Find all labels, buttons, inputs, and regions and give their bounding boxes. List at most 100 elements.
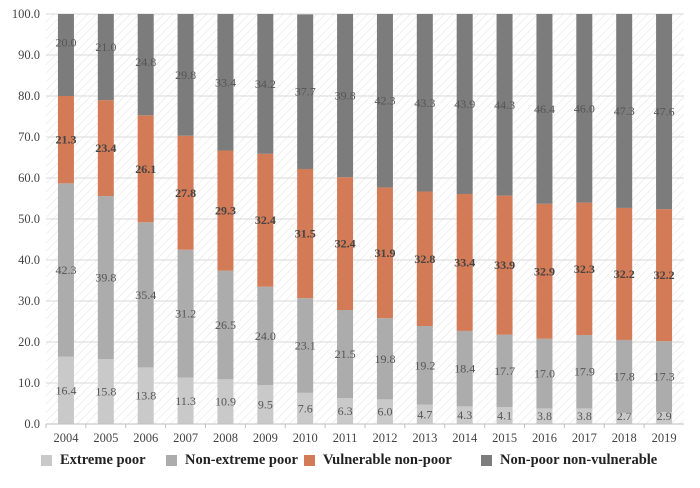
bar-segment	[297, 14, 314, 169]
data-label: 16.4	[55, 383, 76, 397]
data-label: 4.7	[417, 407, 432, 421]
legend-item: Non-extreme poor	[166, 452, 298, 469]
data-label: 37.7	[295, 85, 316, 99]
data-label: 43.9	[454, 97, 475, 111]
bar-segment	[137, 14, 154, 116]
data-label: 4.1	[497, 409, 512, 423]
bar-segment	[257, 14, 274, 154]
data-label: 20.0	[55, 36, 76, 50]
x-axis: 2004 2005 2006 2007 2008 2009 2010 2011 2012 2013…	[45, 424, 677, 445]
data-label: 3.8	[577, 409, 592, 423]
bar-segment	[576, 408, 593, 424]
bar-segment	[376, 318, 393, 400]
data-label: 32.8	[414, 252, 435, 266]
bar-segment	[137, 115, 154, 223]
y-tick-label: 0.0	[24, 417, 40, 431]
legend-swatch	[481, 455, 492, 466]
data-label: 42.3	[374, 94, 395, 108]
data-label: 47.6	[654, 105, 675, 119]
bar-segment	[536, 408, 553, 424]
bar-segment	[616, 339, 633, 413]
x-tick-label: 2016	[532, 431, 557, 445]
data-label: 17.9	[574, 365, 595, 379]
bar-segment	[456, 406, 473, 424]
data-label: 21.3	[55, 133, 76, 147]
x-tick-label: 2008	[213, 431, 238, 445]
bar-segment	[217, 270, 234, 380]
bar-segment	[376, 187, 393, 319]
y-tick-label: 70.0	[18, 130, 40, 144]
bar-segment	[576, 202, 593, 336]
legend-label: Vulnerable non-poor	[323, 452, 452, 468]
bar-segment	[57, 96, 74, 184]
data-label: 39.8	[335, 89, 356, 103]
bar-segment	[416, 326, 433, 405]
data-label: 26.1	[135, 162, 156, 176]
data-label: 18.4	[454, 362, 475, 376]
data-label: 31.9	[374, 246, 395, 260]
x-tick-label: 2005	[93, 431, 118, 445]
bar-segment	[416, 191, 433, 327]
data-label: 31.2	[175, 307, 196, 321]
data-label: 43.3	[414, 96, 435, 110]
x-tick-label: 2018	[612, 431, 637, 445]
y-tick-label: 80.0	[18, 89, 40, 103]
bar-segment	[496, 334, 513, 408]
bar-segment	[656, 412, 673, 424]
data-label: 33.9	[494, 258, 515, 272]
bar-segment	[137, 367, 154, 424]
bar-segment	[177, 135, 194, 250]
legend-label: Non-poor non-vulnerable	[500, 452, 658, 468]
bar-segment	[177, 14, 194, 136]
x-tick-label: 2006	[133, 431, 158, 445]
data-label: 35.4	[135, 288, 156, 302]
bar-segment	[97, 359, 114, 424]
data-label: 42.3	[55, 263, 76, 277]
data-label: 17.3	[654, 370, 675, 384]
x-tick-label: 2010	[293, 431, 318, 445]
x-tick-label: 2015	[492, 431, 517, 445]
bar-segment	[496, 14, 513, 196]
bar-segment	[536, 203, 553, 339]
bar-segment	[257, 153, 274, 287]
bar-segment	[616, 207, 633, 340]
bar-segment	[456, 14, 473, 194]
data-label: 27.8	[175, 186, 196, 200]
bar-segment	[496, 407, 513, 424]
data-label: 29.8	[175, 68, 196, 82]
data-label: 15.8	[95, 385, 116, 399]
legend-item: Non-poor non-vulnerable	[481, 452, 657, 469]
data-label: 33.4	[454, 255, 475, 269]
bar-segment	[217, 14, 234, 151]
data-label: 31.5	[295, 227, 316, 241]
data-label: 26.5	[215, 318, 236, 332]
data-label: 44.3	[494, 98, 515, 112]
data-label: 32.2	[614, 267, 635, 281]
x-tick-label: 2012	[372, 431, 397, 445]
bar-segment	[536, 338, 553, 409]
bar-segment	[456, 193, 473, 331]
bar-segment	[57, 356, 74, 424]
data-label: 19.2	[414, 358, 435, 372]
bar-segment	[297, 392, 314, 424]
data-label: 19.8	[374, 352, 395, 366]
data-label: 24.8	[135, 55, 156, 69]
y-tick-label: 40.0	[18, 253, 40, 267]
legend-swatch	[304, 455, 315, 466]
bar-segment	[257, 286, 274, 386]
data-label: 23.1	[295, 338, 316, 352]
data-label: 24.0	[255, 329, 276, 343]
y-tick-label: 10.0	[18, 376, 40, 390]
data-label: 29.3	[215, 204, 236, 218]
data-label: 39.8	[95, 271, 116, 285]
data-label: 21.0	[95, 40, 116, 54]
bar-segment	[376, 399, 393, 424]
bar-segment	[337, 310, 354, 399]
bar-segment	[416, 14, 433, 192]
y-tick-label: 50.0	[18, 212, 40, 226]
x-tick-label: 2007	[173, 431, 198, 445]
bar-segment	[416, 404, 433, 424]
x-tick-label: 2019	[652, 431, 677, 445]
bar-segment	[337, 177, 354, 311]
data-label: 13.8	[135, 389, 156, 403]
